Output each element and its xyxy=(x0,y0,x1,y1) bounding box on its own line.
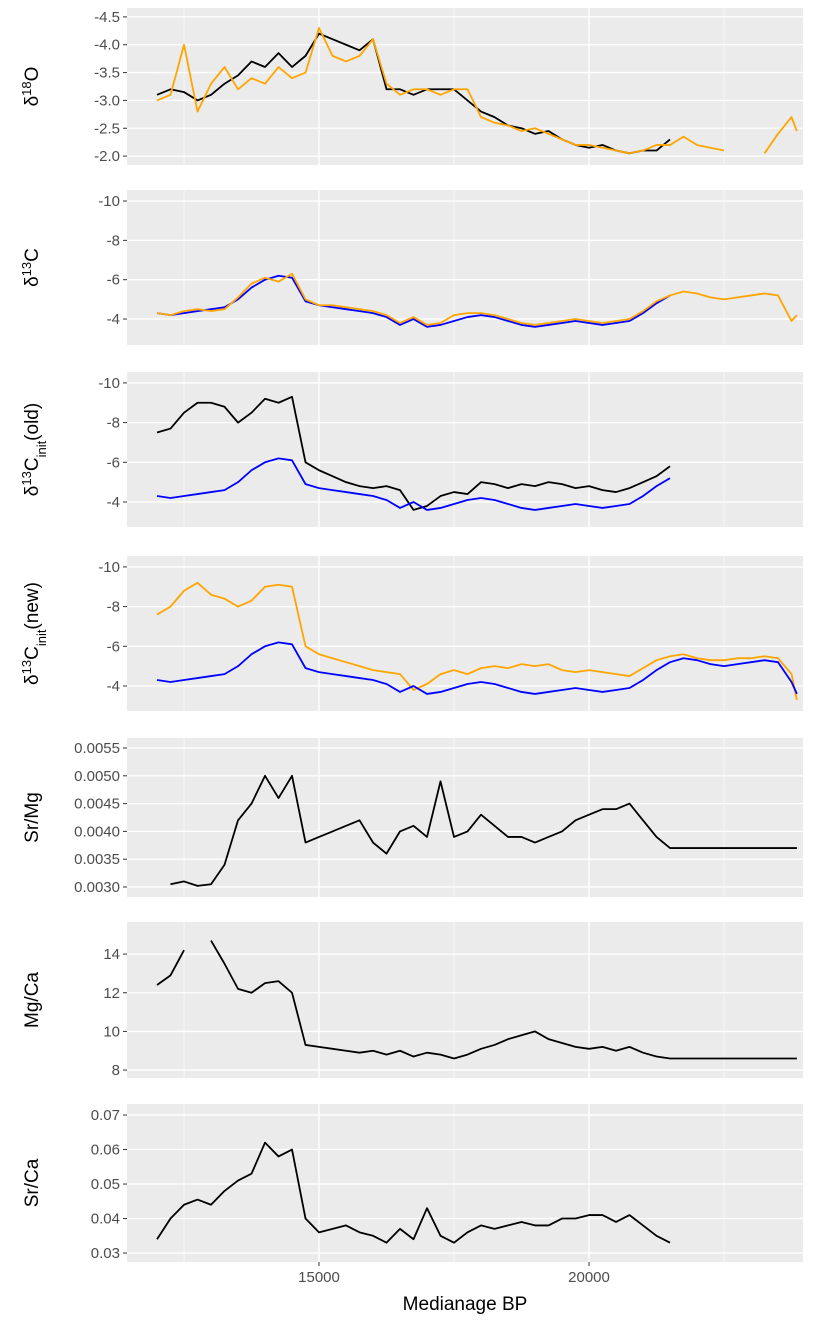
data-line xyxy=(156,940,797,1060)
y-tick-label: -6 xyxy=(107,454,120,471)
label-part: Mg/Ca xyxy=(22,972,43,1028)
y-tick-label: -8 xyxy=(107,599,120,616)
y-tick-label: -4.5 xyxy=(94,9,120,26)
panel-background xyxy=(127,190,803,345)
label-part: Sr/Mg xyxy=(22,792,43,843)
label-part: C xyxy=(22,457,43,471)
y-tick-label: -4 xyxy=(107,311,120,328)
label-part: 13 xyxy=(19,471,34,485)
y-tick-label: 12 xyxy=(103,985,120,1002)
y-tick-label: -6 xyxy=(107,272,120,289)
data-line xyxy=(156,581,798,701)
label-part: δ xyxy=(22,674,43,685)
panel-background xyxy=(127,738,803,897)
y-tick-label: 0.07 xyxy=(91,1107,120,1124)
data-line xyxy=(156,272,798,326)
label-part: 18 xyxy=(19,81,34,95)
x-tick-label: 20000 xyxy=(568,1269,610,1286)
label-part: δ xyxy=(22,96,43,107)
y-tick-label: 0.0050 xyxy=(74,768,120,785)
data-line xyxy=(170,774,797,887)
x-axis-label: Medianage BP xyxy=(403,1294,528,1315)
y-axis-label: δ13Cinit(new) xyxy=(19,582,49,685)
y-tick-label: -3.0 xyxy=(94,92,120,109)
x-tick-label: 15000 xyxy=(298,1269,340,1286)
y-tick-label: 0.0035 xyxy=(74,851,120,868)
y-tick-label: -10 xyxy=(98,559,120,576)
panel-background xyxy=(127,372,803,527)
y-tick-label: -2.0 xyxy=(94,148,120,165)
y-tick-label: -4 xyxy=(107,494,120,511)
y-tick-label: -3.5 xyxy=(94,65,120,82)
data-line xyxy=(156,274,671,328)
data-line xyxy=(156,1141,671,1244)
y-axis-label: δ13C xyxy=(19,248,44,287)
y-tick-label: 0.0030 xyxy=(74,879,120,896)
label-part: init xyxy=(34,440,49,457)
label-part: 13 xyxy=(19,660,34,674)
label-part: δ xyxy=(22,276,43,287)
y-tick-label: -2.5 xyxy=(94,120,120,137)
y-axis-label: δ18O xyxy=(19,67,44,107)
data-line xyxy=(156,641,798,695)
y-tick-label: 0.03 xyxy=(91,1245,120,1262)
label-part: C xyxy=(22,248,43,262)
y-tick-label: 8 xyxy=(112,1062,120,1079)
y-tick-label: -8 xyxy=(107,232,120,249)
label-part: Sr/Ca xyxy=(22,1158,43,1207)
label-part: O xyxy=(22,67,43,82)
y-tick-label: 0.0040 xyxy=(74,823,120,840)
y-tick-label: 0.05 xyxy=(91,1176,120,1193)
label-part: (new) xyxy=(22,582,43,630)
y-tick-label: 10 xyxy=(103,1023,120,1040)
y-tick-label: -4 xyxy=(107,678,120,695)
y-tick-label: -4.0 xyxy=(94,37,120,54)
y-tick-label: 0.06 xyxy=(91,1142,120,1159)
data-line xyxy=(156,457,671,511)
y-tick-label: -8 xyxy=(107,415,120,432)
label-part: (old) xyxy=(22,403,43,441)
y-tick-label: -10 xyxy=(98,193,120,210)
label-part: init xyxy=(34,629,49,646)
data-line xyxy=(156,395,671,511)
y-tick-label: 0.0055 xyxy=(74,740,120,757)
y-tick-label: 0.04 xyxy=(91,1211,120,1228)
y-tick-label: -10 xyxy=(98,375,120,392)
panel-background xyxy=(127,1104,803,1262)
panel-background xyxy=(127,922,803,1078)
y-axis-label: Mg/Ca xyxy=(22,972,43,1028)
panel-background xyxy=(127,8,803,165)
y-tick-label: -6 xyxy=(107,638,120,655)
label-part: δ xyxy=(22,486,43,497)
y-axis-label: Sr/Mg xyxy=(22,792,43,843)
data-line xyxy=(156,32,671,155)
y-axis-label: Sr/Ca xyxy=(22,1158,43,1207)
y-axis-label: δ13Cinit(old) xyxy=(19,403,49,496)
label-part: C xyxy=(22,646,43,660)
y-tick-label: 14 xyxy=(103,946,120,963)
data-line xyxy=(156,27,798,155)
panel-background xyxy=(127,556,803,711)
y-tick-label: 0.0045 xyxy=(74,796,120,813)
label-part: 13 xyxy=(19,262,34,276)
